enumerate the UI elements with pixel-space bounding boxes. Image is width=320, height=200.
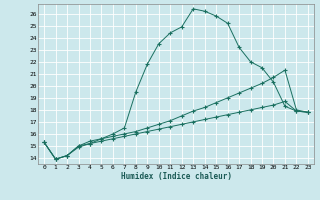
X-axis label: Humidex (Indice chaleur): Humidex (Indice chaleur)	[121, 172, 231, 181]
